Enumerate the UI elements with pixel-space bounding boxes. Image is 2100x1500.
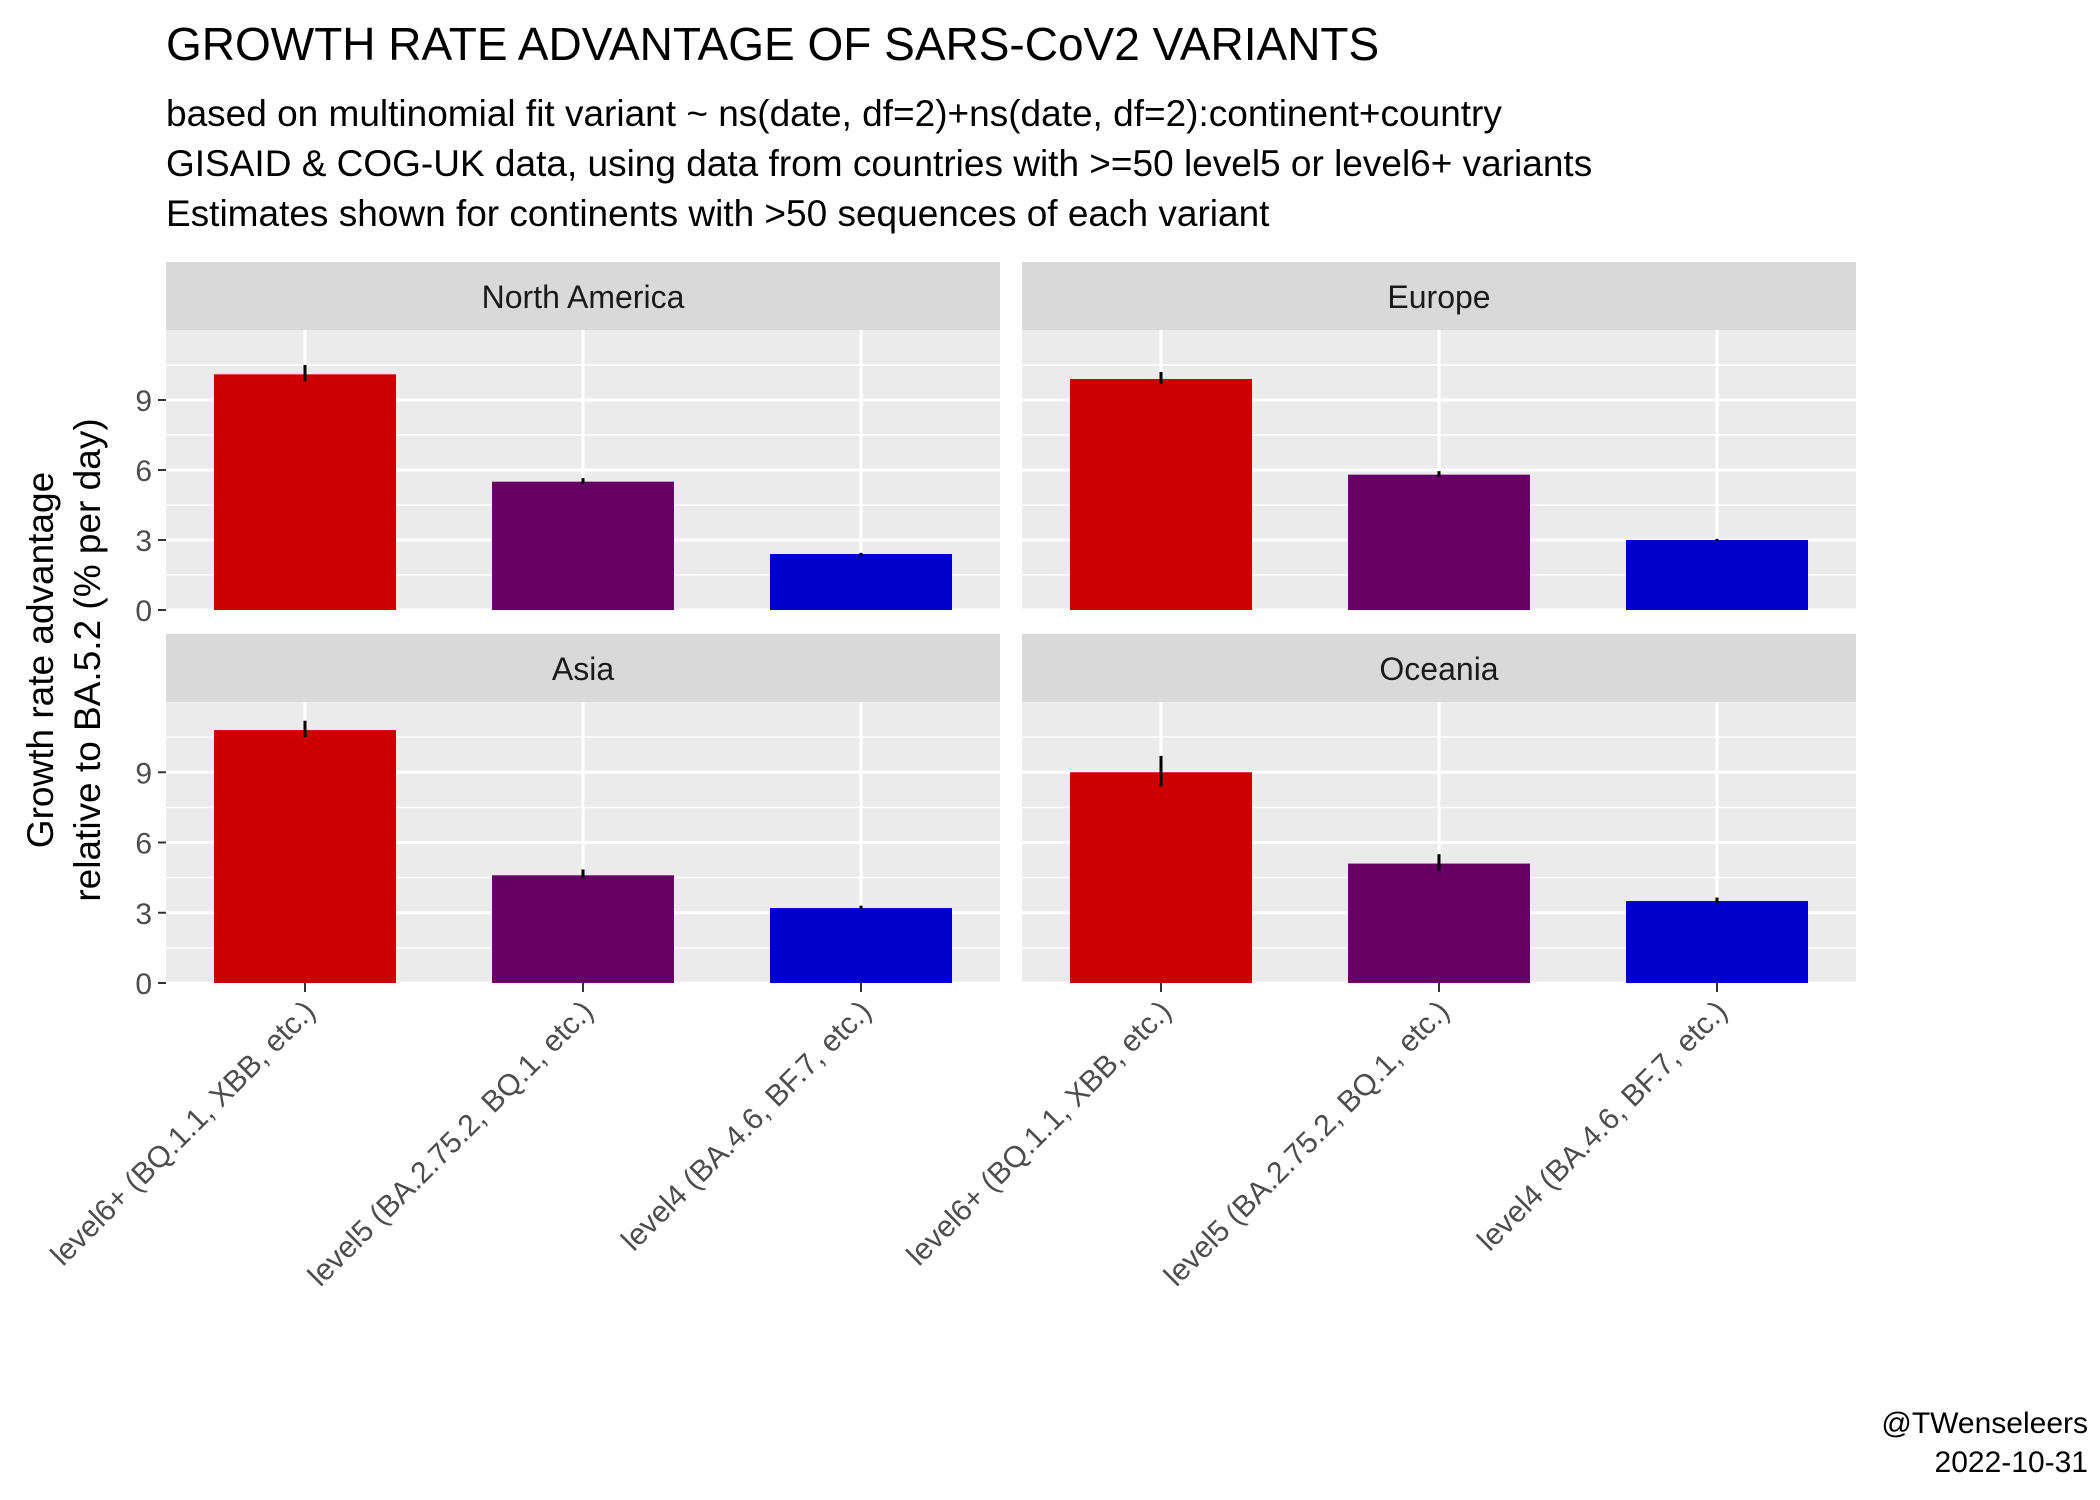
bar-north-america-level5 xyxy=(492,481,674,610)
y-tick-label: 9 xyxy=(135,757,152,790)
chart-subtitle-line-2: GISAID & COG-UK data, using data from co… xyxy=(166,143,1592,184)
bar-oceania-level4 xyxy=(1626,901,1808,983)
y-tick-label: 0 xyxy=(135,968,152,1001)
bar-north-america-level4 xyxy=(770,554,952,610)
y-tick-label: 0 xyxy=(135,595,152,628)
x-tick-label: level4 (BA.4.6, BF.7, etc.) xyxy=(1471,995,1734,1258)
panel-oceania: Oceania level6+ (BQ.1.1, XBB, etc.)level5… xyxy=(901,634,1856,1293)
y-tick-label: 3 xyxy=(135,525,152,558)
panel-title-oceania: Oceania xyxy=(1379,651,1498,687)
bar-europe-level5 xyxy=(1348,474,1530,610)
bar-europe-level4 xyxy=(1626,540,1808,610)
panel-title-europe: Europe xyxy=(1387,279,1490,315)
panel-strip xyxy=(166,262,1000,330)
y-axis-title-line-2: relative to BA.5.2 (% per day) xyxy=(67,418,108,901)
panel-title-north-america: North America xyxy=(482,279,685,315)
x-tick-label: level6+ (BQ.1.1, XBB, etc.) xyxy=(901,995,1178,1272)
panel-strip xyxy=(1022,262,1856,330)
chart-subtitle-line-1: based on multinomial fit variant ~ ns(da… xyxy=(166,93,1502,134)
caption-handle: @TWenseleers xyxy=(1881,1407,2088,1440)
bar-asia-level6 xyxy=(214,730,396,983)
panel-title-asia: Asia xyxy=(552,651,614,687)
panel-strip xyxy=(166,634,1000,702)
y-tick-label: 6 xyxy=(135,828,152,861)
x-tick-label: level5 (BA.2.75.2, BQ.1, etc.) xyxy=(302,995,600,1293)
chart-subtitle-line-3: Estimates shown for continents with >50 … xyxy=(166,193,1270,234)
bar-oceania-level5 xyxy=(1348,863,1530,983)
panel-europe: Europe xyxy=(1022,262,1856,612)
chart-title: GROWTH RATE ADVANTAGE OF SARS-CoV2 VARIA… xyxy=(166,18,1379,70)
bar-asia-level4 xyxy=(770,908,952,983)
panel-strip xyxy=(1022,634,1856,702)
panel-north-america: North America 0 3 6 9 xyxy=(135,262,1000,628)
facet-panels: North America 0 3 6 9 Europe Asia 0 3 6 9 level6+ (… xyxy=(45,262,1856,1293)
x-tick-label: level6+ (BQ.1.1, XBB, etc.) xyxy=(45,995,322,1272)
y-axis-title-line-1: Growth rate advantage xyxy=(20,472,61,848)
y-tick-label: 6 xyxy=(135,455,152,488)
bar-north-america-level6 xyxy=(214,374,396,610)
y-tick-label: 3 xyxy=(135,898,152,931)
caption-date: 2022-10-31 xyxy=(1935,1446,2088,1479)
x-tick-label: level5 (BA.2.75.2, BQ.1, etc.) xyxy=(1158,995,1456,1293)
bar-europe-level6 xyxy=(1070,379,1252,610)
y-tick-label: 9 xyxy=(135,385,152,418)
x-tick-label: level4 (BA.4.6, BF.7, etc.) xyxy=(615,995,878,1258)
bar-oceania-level6 xyxy=(1070,772,1252,983)
bar-asia-level5 xyxy=(492,875,674,983)
